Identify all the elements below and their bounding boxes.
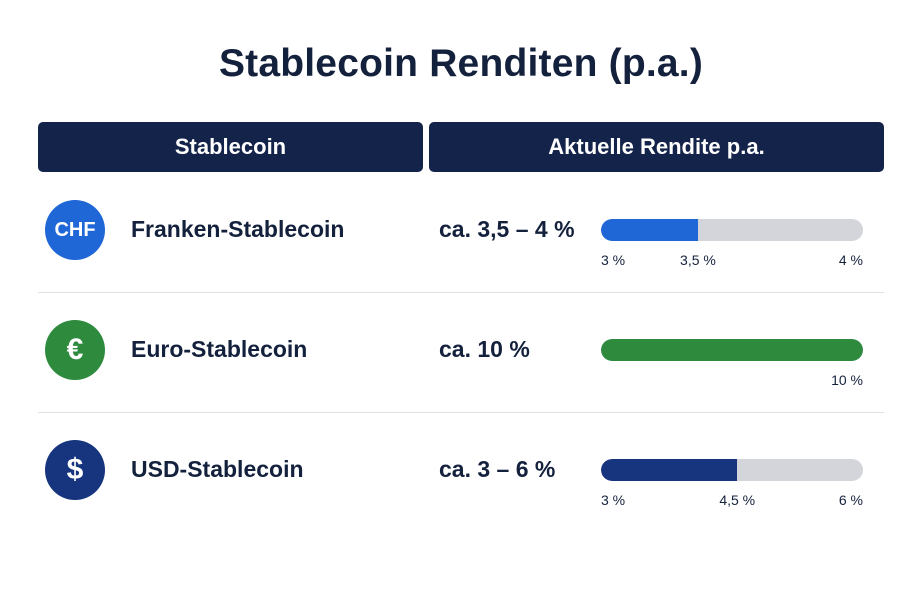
bar-tick-label: 3 % — [601, 492, 626, 508]
row-divider — [38, 412, 884, 413]
euro-coin-icon: € — [45, 320, 105, 380]
header-yield: Aktuelle Rendite p.a. — [429, 122, 884, 172]
chf-coin-icon: CHF — [45, 200, 105, 260]
table-row: € Euro-Stablecoin ca. 10 % 10 % — [38, 292, 884, 412]
bar-tick-label: 3,5 % — [680, 252, 716, 268]
yield-bar-track — [601, 339, 863, 361]
bar-tick-label: 4 % — [838, 252, 863, 268]
table-row: CHF Franken-Stablecoin ca. 3,5 – 4 % 3 % 3,5… — [38, 172, 884, 292]
yield-bar-track — [601, 459, 863, 481]
row-divider — [38, 292, 884, 293]
stablecoin-name: USD-Stablecoin — [131, 456, 304, 482]
dollar-coin-icon: $ — [45, 440, 105, 500]
yield-value: ca. 3 – 6 % — [439, 456, 556, 482]
bar-tick-label: 6 % — [838, 492, 863, 508]
yield-bar-track — [601, 219, 863, 241]
chart-title: Stablecoin Renditen (p.a.) — [218, 42, 704, 85]
bar-tick-label: 10 % — [831, 372, 863, 388]
yield-value: ca. 3,5 – 4 % — [439, 216, 575, 242]
yield-bar-fill — [601, 339, 863, 361]
bar-tick-label: 4,5 % — [719, 492, 756, 508]
table-row: $ USD-Stablecoin ca. 3 – 6 % 3 % 4,5 % 6 % — [38, 412, 884, 532]
yield-bar-fill — [601, 219, 698, 241]
stablecoin-name: Euro-Stablecoin — [131, 336, 308, 362]
yield-bar-fill — [601, 459, 738, 481]
yield-value: ca. 10 % — [439, 336, 530, 362]
header-stablecoin: Stablecoin — [38, 122, 423, 172]
stablecoin-name: Franken-Stablecoin — [131, 216, 345, 242]
bar-tick-label: 3 % — [601, 252, 626, 268]
